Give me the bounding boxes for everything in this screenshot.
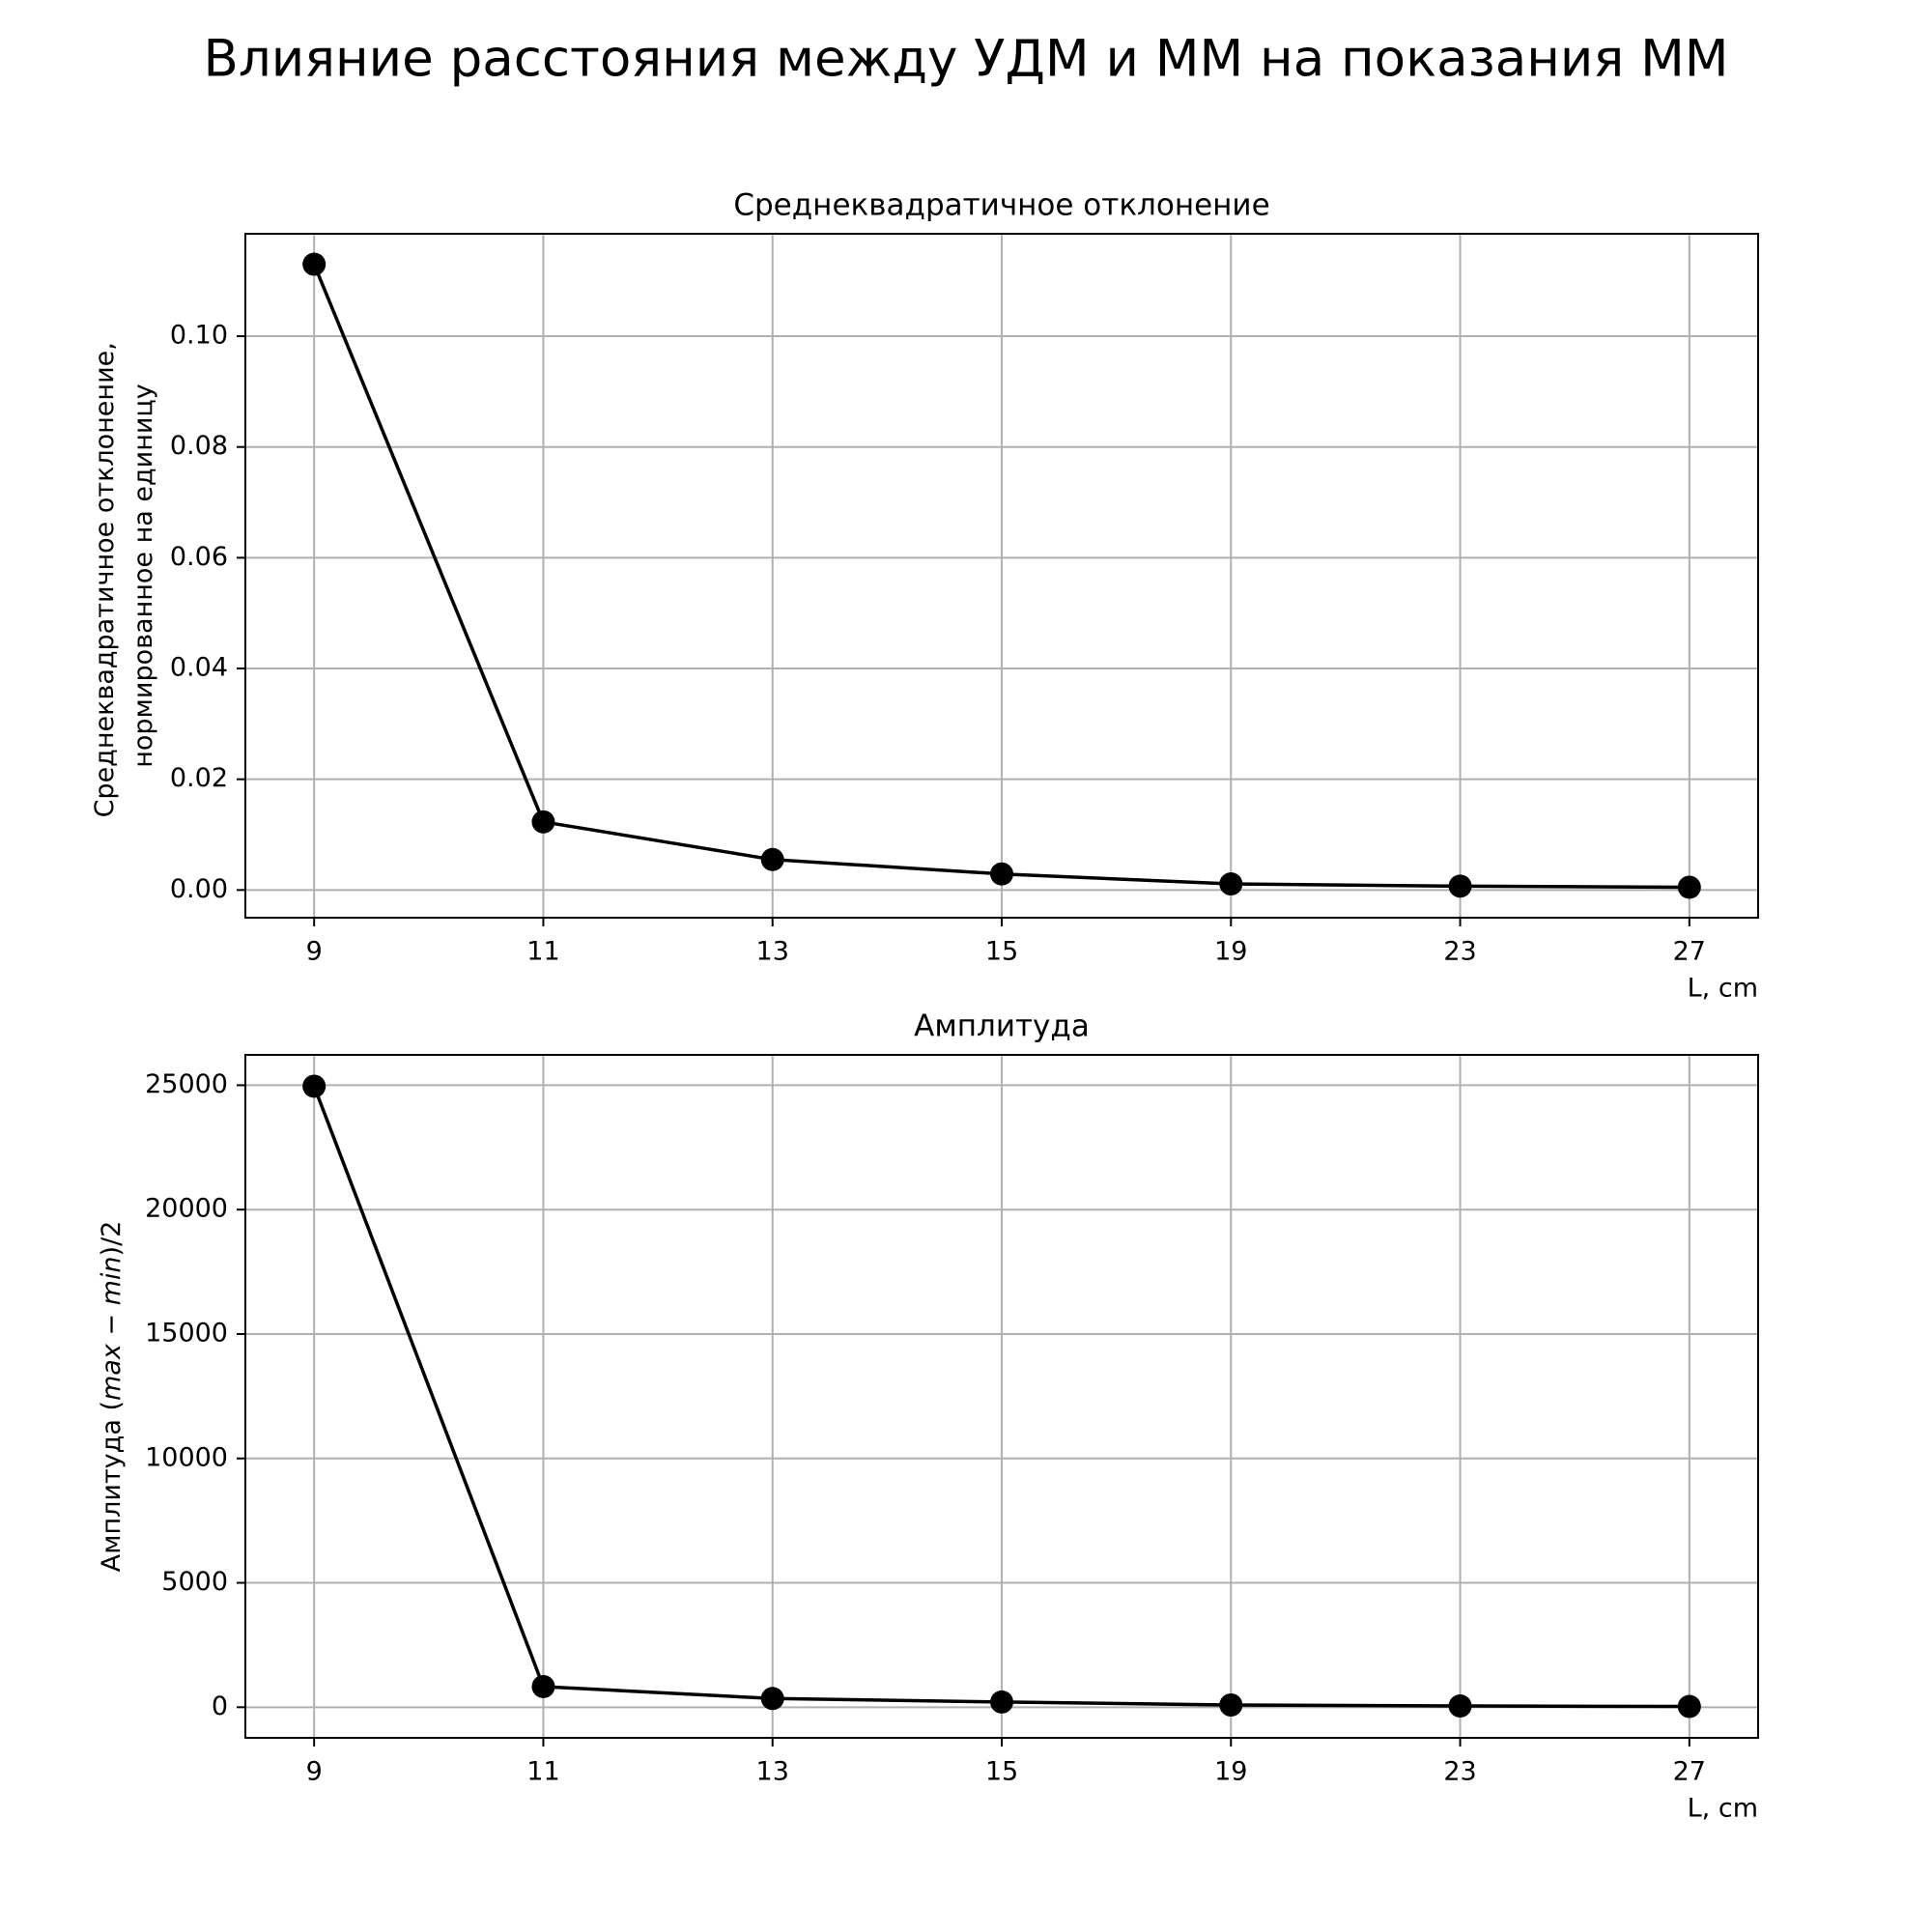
panel-std-deviation: 9 11 13 15 19 23 27 0.00 0.02 0.04 0.06 0.08 0.10 Ср… — [90, 188, 1759, 1004]
y-axis-label-line-1: Среднеквадратичное отклонение, — [90, 342, 120, 817]
y-axis-label-pre: Амплитуда ( — [97, 1401, 127, 1572]
y-axis-label-max: max — [97, 1343, 127, 1401]
y-axis-label-minus: − — [97, 1305, 127, 1344]
y-axis-label: Амплитуда (max − min)/2 — [97, 1221, 127, 1573]
y-tick-label: 25000 — [145, 1069, 228, 1099]
x-tick-label: 9 — [306, 937, 323, 967]
y-axis-label-post: )/2 — [97, 1221, 127, 1257]
data-point — [1448, 874, 1472, 898]
x-axis-label: L, cm — [1688, 974, 1758, 1004]
y-tick-label: 15000 — [145, 1318, 228, 1348]
x-tick-label: 11 — [526, 1757, 559, 1787]
data-point — [1677, 1694, 1701, 1719]
data-point — [1677, 875, 1701, 899]
y-tick-label: 0.10 — [170, 321, 228, 351]
panel-title: Амплитуда — [914, 1009, 1090, 1044]
y-axis-label-line-2: нормированное на единицу — [128, 384, 158, 768]
y-tick-label: 0.06 — [170, 542, 228, 572]
x-tick-label: 9 — [306, 1757, 323, 1787]
data-point — [990, 1690, 1013, 1714]
x-tick-label: 15 — [985, 1757, 1018, 1787]
x-tick-label: 19 — [1214, 1757, 1247, 1787]
x-tick-label: 27 — [1673, 937, 1706, 967]
data-point — [1219, 872, 1243, 896]
x-tick-label: 13 — [756, 937, 789, 967]
figure-title: Влияние расстояния между УДМ и ММ на пок… — [203, 30, 1728, 89]
data-point — [760, 1687, 784, 1711]
y-tick-label: 0.08 — [170, 431, 228, 461]
y-axis-label: Среднеквадратичное отклонение, нормирова… — [90, 334, 158, 818]
x-tick-label: 23 — [1443, 1757, 1476, 1787]
y-tick-label: 0.04 — [170, 653, 228, 683]
panel-amplitude: 9 11 13 15 19 23 27 0 5000 10000 15000 20000 25000 А… — [97, 1009, 1759, 1824]
y-tick-label: 20000 — [145, 1194, 228, 1224]
y-tick-label: 0 — [212, 1691, 228, 1721]
x-tick-label: 11 — [526, 937, 559, 967]
y-tick-label: 10000 — [145, 1442, 228, 1472]
y-tick-label: 0.00 — [170, 874, 228, 904]
data-point — [760, 847, 784, 871]
data-point — [302, 252, 327, 276]
y-tick-label: 5000 — [161, 1567, 228, 1597]
data-point — [1219, 1693, 1243, 1718]
y-axis-label-min: min — [97, 1256, 127, 1305]
x-tick-label: 19 — [1214, 937, 1247, 967]
x-tick-label: 15 — [985, 937, 1018, 967]
x-axis-label: L, cm — [1688, 1794, 1758, 1824]
data-point — [531, 810, 555, 834]
x-tick-label: 23 — [1443, 937, 1476, 967]
data-point — [990, 862, 1013, 886]
y-tick-label: 0.02 — [170, 763, 228, 793]
x-tick-label: 13 — [756, 1757, 789, 1787]
data-point — [531, 1674, 555, 1698]
x-tick-label: 27 — [1673, 1757, 1706, 1787]
panel-title: Среднеквадратичное отклонение — [733, 188, 1269, 223]
data-point — [302, 1074, 327, 1098]
data-point — [1448, 1694, 1472, 1719]
